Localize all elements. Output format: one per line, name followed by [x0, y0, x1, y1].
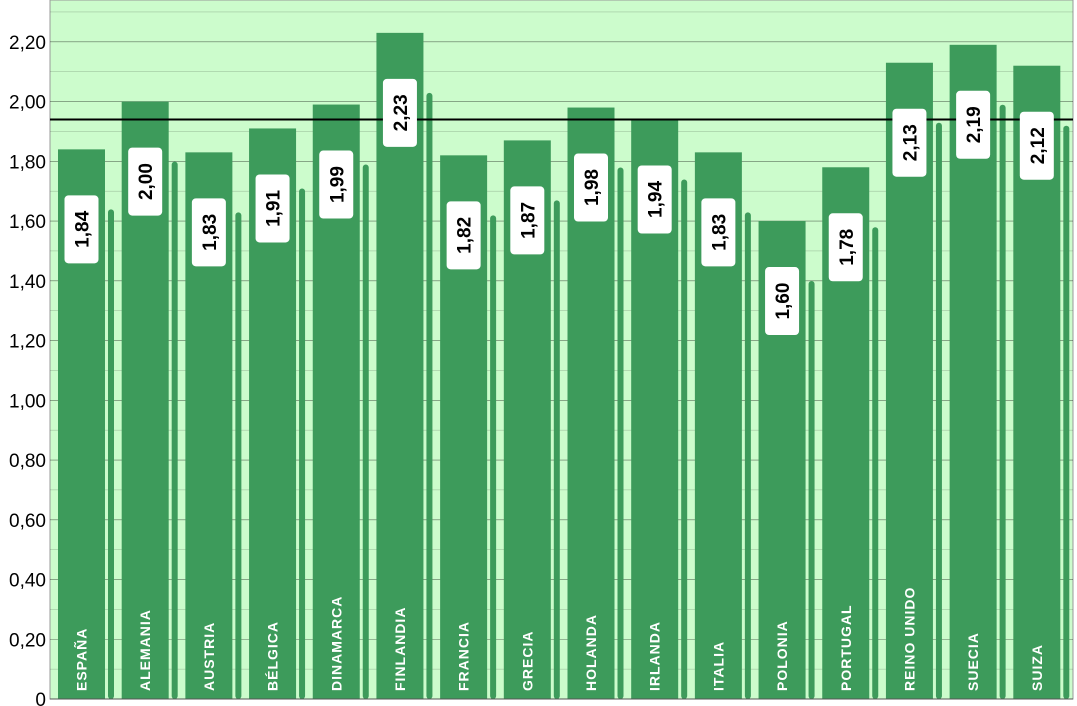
- y-tick-label: 0,80: [9, 451, 46, 472]
- category-label: PORTUGAL: [838, 604, 854, 691]
- value-label: 2,19: [956, 90, 991, 159]
- value-label-box: [191, 198, 226, 267]
- value-label-box: [446, 201, 481, 270]
- value-label-text: 2,23: [391, 94, 412, 131]
- bar-shadow: [171, 161, 178, 700]
- value-label-box: [255, 174, 290, 243]
- bar-shadow: [108, 209, 114, 699]
- value-label-text: 1,60: [773, 283, 794, 320]
- value-label: 1,83: [701, 198, 736, 267]
- value-label-box: [64, 195, 99, 264]
- value-label: 2,13: [892, 108, 927, 177]
- category-label: FINLANDIA: [392, 607, 408, 691]
- category-label: GRECIA: [519, 631, 535, 691]
- value-label: 1,91: [255, 174, 290, 243]
- value-label-text: 1,83: [709, 214, 730, 251]
- bar-shadow: [299, 188, 306, 699]
- bar-shadow: [617, 167, 624, 700]
- y-axis-ticks: 0 0,20 0,40 0,60 0,80 1,00 1,20 1,40 1,60 1,80 2,0…: [9, 33, 46, 706]
- value-label-box: [637, 165, 672, 234]
- bar-shadow: [362, 164, 369, 700]
- value-label-text: 1,94: [646, 181, 667, 218]
- bar-shadow: [999, 104, 1006, 700]
- y-tick-label: 1,80: [9, 152, 46, 173]
- value-label: 1,99: [319, 150, 354, 219]
- category-label: REINO UNIDO: [901, 587, 917, 691]
- bar-shadow: [1063, 125, 1070, 699]
- y-tick-label: 2,00: [9, 93, 46, 114]
- category-label: IRLANDA: [647, 621, 663, 691]
- y-tick-label: 0,40: [9, 571, 46, 592]
- value-label-box: [1019, 111, 1054, 180]
- y-tick-label: 0,60: [9, 511, 46, 532]
- category-label: AUSTRIA: [201, 622, 217, 691]
- value-label-text: 2,12: [1028, 127, 1049, 164]
- value-label: 1,94: [637, 165, 672, 234]
- value-label-box: [319, 150, 354, 219]
- value-label-text: 1,87: [518, 202, 539, 239]
- value-label-text: 1,84: [73, 210, 94, 247]
- value-label-box: [510, 186, 545, 255]
- value-label-text: 1,82: [455, 217, 476, 254]
- value-label: 1,98: [574, 153, 608, 222]
- value-label: 1,60: [765, 267, 800, 336]
- value-label-box: [382, 78, 417, 147]
- bar-shadow: [426, 92, 433, 700]
- value-label-text: 1,78: [837, 229, 858, 266]
- value-labels: 1,84 2,00 1,83 1,91 1,99 2,23 1,82 1,87 1,98 1,94…: [64, 78, 1054, 336]
- value-label-box: [892, 108, 927, 177]
- value-label: 2,00: [128, 147, 163, 216]
- category-label: SUECIA: [965, 632, 981, 691]
- value-label-text: 2,19: [964, 106, 985, 143]
- value-label-box: [574, 153, 608, 222]
- y-tick-label: 1,00: [9, 391, 46, 412]
- y-tick-label: 0: [35, 690, 46, 706]
- bar-shadow: [681, 179, 688, 699]
- value-label: 1,82: [446, 201, 481, 270]
- y-tick-label: 2,20: [9, 33, 46, 54]
- y-tick-label: 1,40: [9, 272, 46, 293]
- value-label: 1,78: [828, 213, 863, 282]
- category-label: POLONIA: [774, 620, 790, 691]
- y-tick-label: 1,20: [9, 332, 46, 353]
- value-label: 2,23: [382, 78, 417, 147]
- bar-shadow: [808, 281, 815, 699]
- value-label-box: [128, 147, 163, 216]
- y-tick-label: 1,60: [9, 212, 46, 233]
- category-label: SUIZA: [1029, 644, 1045, 691]
- value-label-text: 1,83: [200, 214, 221, 251]
- category-label: BÉLGICA: [265, 621, 281, 691]
- bar-shadow: [744, 212, 751, 699]
- category-label: ALEMANIA: [137, 609, 153, 691]
- category-label: HOLANDA: [583, 614, 599, 691]
- category-label: ESPAÑA: [73, 628, 90, 691]
- value-label-box: [701, 198, 736, 267]
- value-label-box: [956, 90, 991, 159]
- value-label-box: [765, 267, 800, 336]
- value-label-text: 2,00: [136, 163, 157, 200]
- value-label-text: 1,99: [327, 166, 348, 203]
- bar-shadow: [235, 212, 242, 699]
- value-label: 2,12: [1019, 111, 1054, 180]
- value-label-text: 1,98: [582, 169, 603, 206]
- bar-shadow: [490, 215, 497, 700]
- value-label: 1,83: [191, 198, 226, 267]
- value-label-box: [828, 213, 863, 282]
- bar-shadow: [935, 122, 942, 699]
- bar-shadow: [872, 227, 879, 700]
- bar-shadow: [553, 200, 560, 699]
- value-label: 1,87: [510, 186, 545, 255]
- category-label: DINAMARCA: [328, 596, 344, 691]
- y-tick-label: 0,20: [9, 630, 46, 651]
- value-label-text: 1,91: [264, 190, 285, 227]
- category-labels: ESPAÑA ALEMANIA AUSTRIA BÉLGICA DINAMARCA FIN…: [73, 587, 1045, 691]
- value-label-text: 2,13: [900, 124, 921, 161]
- category-label: ITALIA: [710, 641, 726, 691]
- category-label: FRANCIA: [456, 621, 472, 691]
- value-label: 1,84: [64, 195, 99, 264]
